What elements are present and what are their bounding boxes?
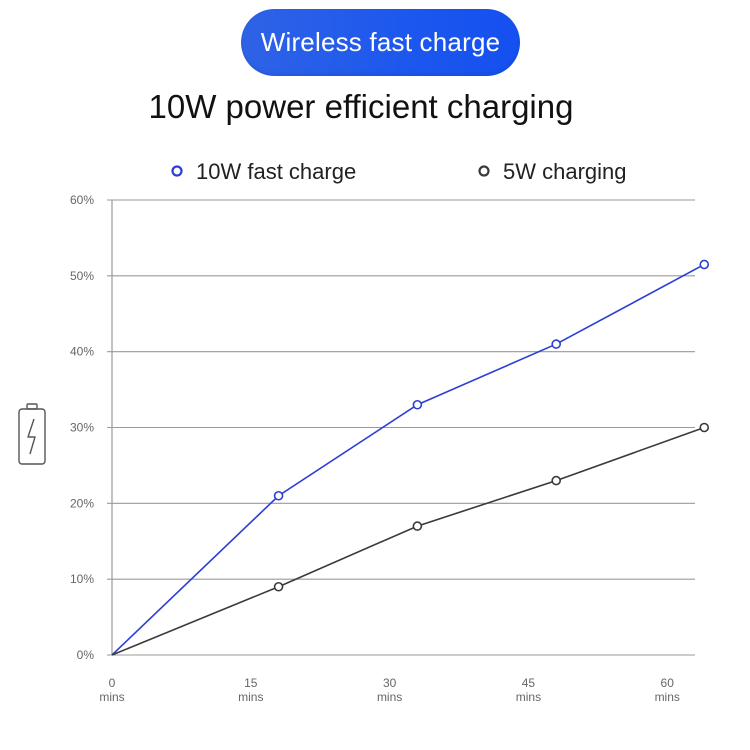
y-tick-label: 0%: [77, 648, 95, 662]
x-tick-label: 15: [244, 676, 258, 690]
legend-label: 10W fast charge: [196, 159, 356, 184]
series: [111, 259, 710, 656]
legend-marker: [171, 165, 183, 177]
wireless-fast-charge-badge: Wireless fast charge: [241, 9, 520, 76]
data-point: [551, 475, 561, 486]
data-point: [273, 490, 284, 501]
x-tick-label: 60: [661, 676, 675, 690]
battery-charging-icon: [18, 403, 46, 465]
data-point: [412, 399, 423, 410]
x-tick-label: 30: [383, 676, 397, 690]
x-tick-label: 45: [522, 676, 536, 690]
legend-item: 5W charging: [478, 159, 627, 184]
x-tick-unit-label: mins: [516, 690, 541, 704]
badge-label: Wireless fast charge: [260, 27, 501, 57]
data-point: [551, 339, 561, 349]
y-tick-label: 20%: [70, 496, 94, 510]
x-tick-label: 0: [109, 676, 116, 690]
series-line: [111, 426, 705, 656]
y-tick-label: 60%: [70, 193, 94, 207]
y-tick-label: 10%: [70, 572, 94, 586]
y-tick-label: 50%: [70, 269, 94, 283]
x-tick-unit-label: mins: [99, 690, 124, 704]
data-point: [412, 521, 423, 531]
legend-item: 10W fast charge: [171, 159, 356, 184]
x-tick-unit-label: mins: [377, 690, 402, 704]
x-tick-unit-label: mins: [655, 690, 680, 704]
y-tick-label: 30%: [70, 421, 94, 435]
page-title: 10W power efficient charging: [148, 88, 574, 125]
data-point: [699, 259, 710, 270]
grid-lines: [107, 199, 695, 656]
x-tick-unit-label: mins: [238, 690, 263, 704]
data-point: [273, 581, 284, 592]
legend-label: 5W charging: [503, 159, 627, 184]
y-tick-label: 40%: [70, 345, 94, 359]
legend: 10W fast charge 5W charging: [171, 159, 627, 184]
legend-marker: [478, 165, 490, 177]
data-point: [699, 422, 710, 433]
y-tick-labels: 0% 10% 20% 30% 40% 50% 60%: [70, 193, 94, 662]
